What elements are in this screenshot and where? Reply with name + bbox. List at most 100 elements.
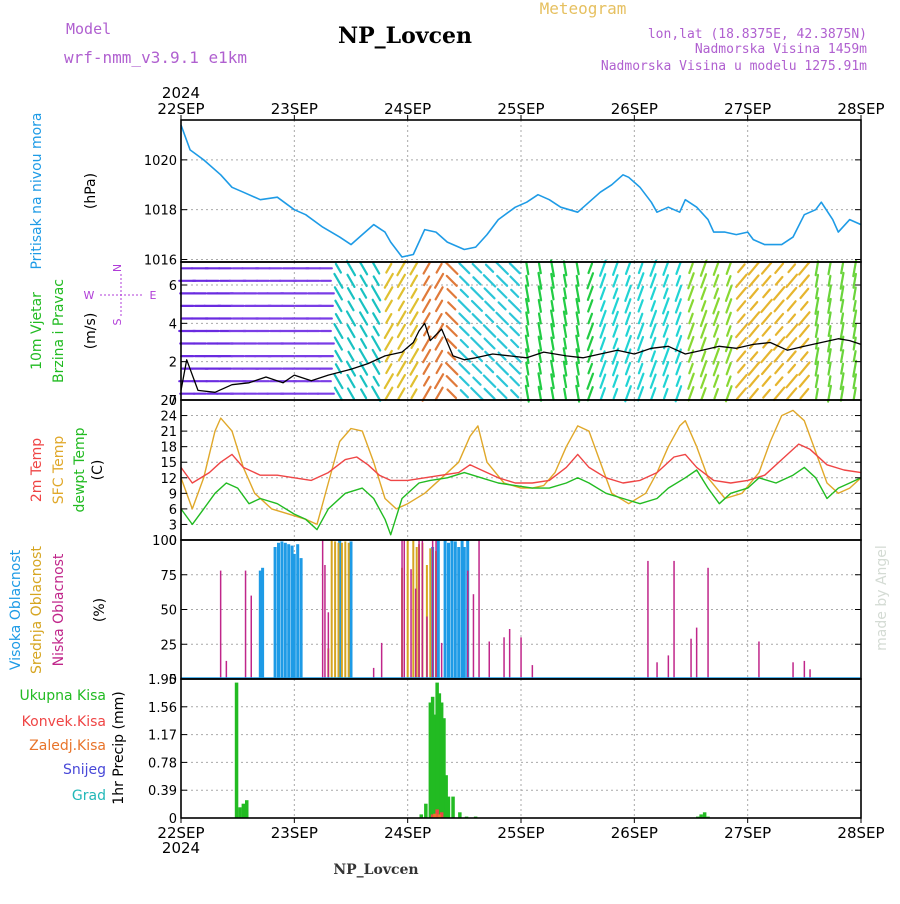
cloud-low-bar — [426, 616, 428, 679]
y-tick-label: 1016 — [144, 254, 177, 269]
date-label-top: 23SEP — [271, 100, 318, 118]
wind-arrow — [575, 325, 580, 337]
y-tick-label: 6 — [169, 503, 177, 518]
wind-arrow — [737, 363, 746, 374]
wind-arrow — [421, 385, 432, 402]
precip-total-bar — [444, 775, 448, 818]
model-value: wrf-nmm_v3.9.1 e1km — [64, 48, 247, 67]
wind-arrow — [496, 375, 509, 388]
wind-arrow — [687, 272, 695, 290]
wind-arrow — [422, 348, 432, 364]
cloud-mid-bar — [330, 540, 333, 679]
date-label-top: 24SEP — [384, 100, 431, 118]
wind-arrow — [785, 374, 799, 389]
cloud-low-bar — [792, 662, 794, 679]
wind-arrow — [587, 262, 594, 275]
wind-arrow — [575, 361, 580, 376]
cloud-high-bar — [447, 542, 450, 679]
wind-arrow — [347, 350, 355, 362]
wind-arrow — [586, 372, 595, 390]
wind-arrow — [458, 312, 471, 325]
cloud-low-bar — [225, 660, 228, 679]
wind-arrow — [587, 312, 594, 325]
wind-arrow — [396, 260, 407, 277]
wind-arrow — [598, 360, 607, 378]
wind-arrow — [772, 386, 786, 401]
wind-arrow — [524, 334, 530, 353]
wind-arrow — [852, 299, 857, 312]
wind-arrow — [586, 386, 594, 402]
wind-arrow — [675, 375, 682, 387]
wind-arrow — [799, 287, 810, 300]
wind-arrow — [360, 388, 368, 400]
wind-arrow — [359, 374, 368, 388]
wind-arrow — [397, 337, 406, 350]
wind-arrow — [472, 376, 482, 386]
wind-arrow — [575, 334, 581, 353]
wind-arrow — [423, 375, 431, 387]
y-tick-label: 0 — [169, 534, 177, 549]
wind-arrow — [586, 285, 594, 301]
cloud-low-bar — [707, 567, 709, 679]
wind-arrow — [525, 361, 530, 376]
wind-arrow — [725, 298, 733, 314]
wind-arrow — [385, 262, 393, 274]
wind-arrow — [562, 260, 568, 277]
date-label-top: 27SEP — [724, 100, 771, 118]
wind-arrow — [346, 387, 356, 400]
cloud-high-bar — [457, 547, 461, 679]
wind-arrow — [662, 287, 669, 300]
pressure-axis-label: Pritisak na nivou mora — [29, 112, 45, 269]
wind-arrow — [725, 361, 732, 376]
wind-arrow — [360, 287, 368, 299]
wind-arrow — [575, 384, 581, 403]
cloud-high-bar — [296, 544, 300, 679]
date-label-bottom: 26SEP — [611, 824, 658, 842]
cloud-high-bar — [277, 542, 280, 679]
wind-arrow — [333, 272, 344, 289]
wind-arrow — [839, 349, 845, 364]
wind-arrow — [496, 288, 508, 299]
wind-arrow — [687, 322, 695, 340]
wind-arrow — [675, 325, 682, 337]
wind-arrow — [687, 386, 695, 402]
wind-arrow — [649, 323, 657, 339]
wind-arrow — [447, 301, 457, 311]
wind-arrow — [423, 275, 431, 287]
wind-arrow — [586, 335, 594, 352]
cloud-high-bar — [460, 540, 464, 679]
wind-arrow — [840, 262, 845, 275]
cloud-high-bar — [299, 558, 303, 679]
wind-arrow — [712, 361, 720, 377]
wind-arrow — [700, 373, 708, 389]
precip-axis-label: 1hr Precip (mm) — [111, 691, 127, 804]
precip-frozen-bar — [433, 813, 437, 818]
wind-arrow — [409, 274, 419, 288]
precip-total-bar — [245, 800, 249, 818]
y-tick-label: 0 — [169, 394, 177, 409]
wind-arrow — [624, 348, 632, 364]
wind-arrow — [637, 362, 644, 375]
wind-arrow — [636, 372, 645, 390]
location-text: lon,lat (18.8375E, 42.3875N) — [648, 27, 867, 42]
cloud-low-bar — [673, 560, 675, 679]
cloud-low-bar — [467, 570, 469, 679]
wind-arrow — [537, 271, 543, 290]
wind-arrow — [612, 274, 619, 288]
wind-arrow — [650, 350, 657, 362]
wind-arrow — [409, 311, 419, 326]
wind-arrow — [827, 311, 832, 326]
wind-arrow — [760, 261, 773, 275]
year-top: 2024 — [162, 84, 200, 102]
wind-direction-letter: S — [111, 318, 124, 325]
y-tick-label: 4 — [169, 317, 177, 332]
wind-arrow — [725, 311, 732, 326]
wind-arrow — [814, 347, 820, 366]
wind-arrow — [422, 312, 431, 325]
wind-arrow — [562, 360, 568, 377]
y-tick-label: 9 — [169, 487, 177, 502]
wind-arrow — [421, 285, 432, 302]
wind-arrow — [495, 311, 509, 326]
wind-arrow — [624, 284, 632, 302]
wind-arrow — [747, 311, 761, 326]
